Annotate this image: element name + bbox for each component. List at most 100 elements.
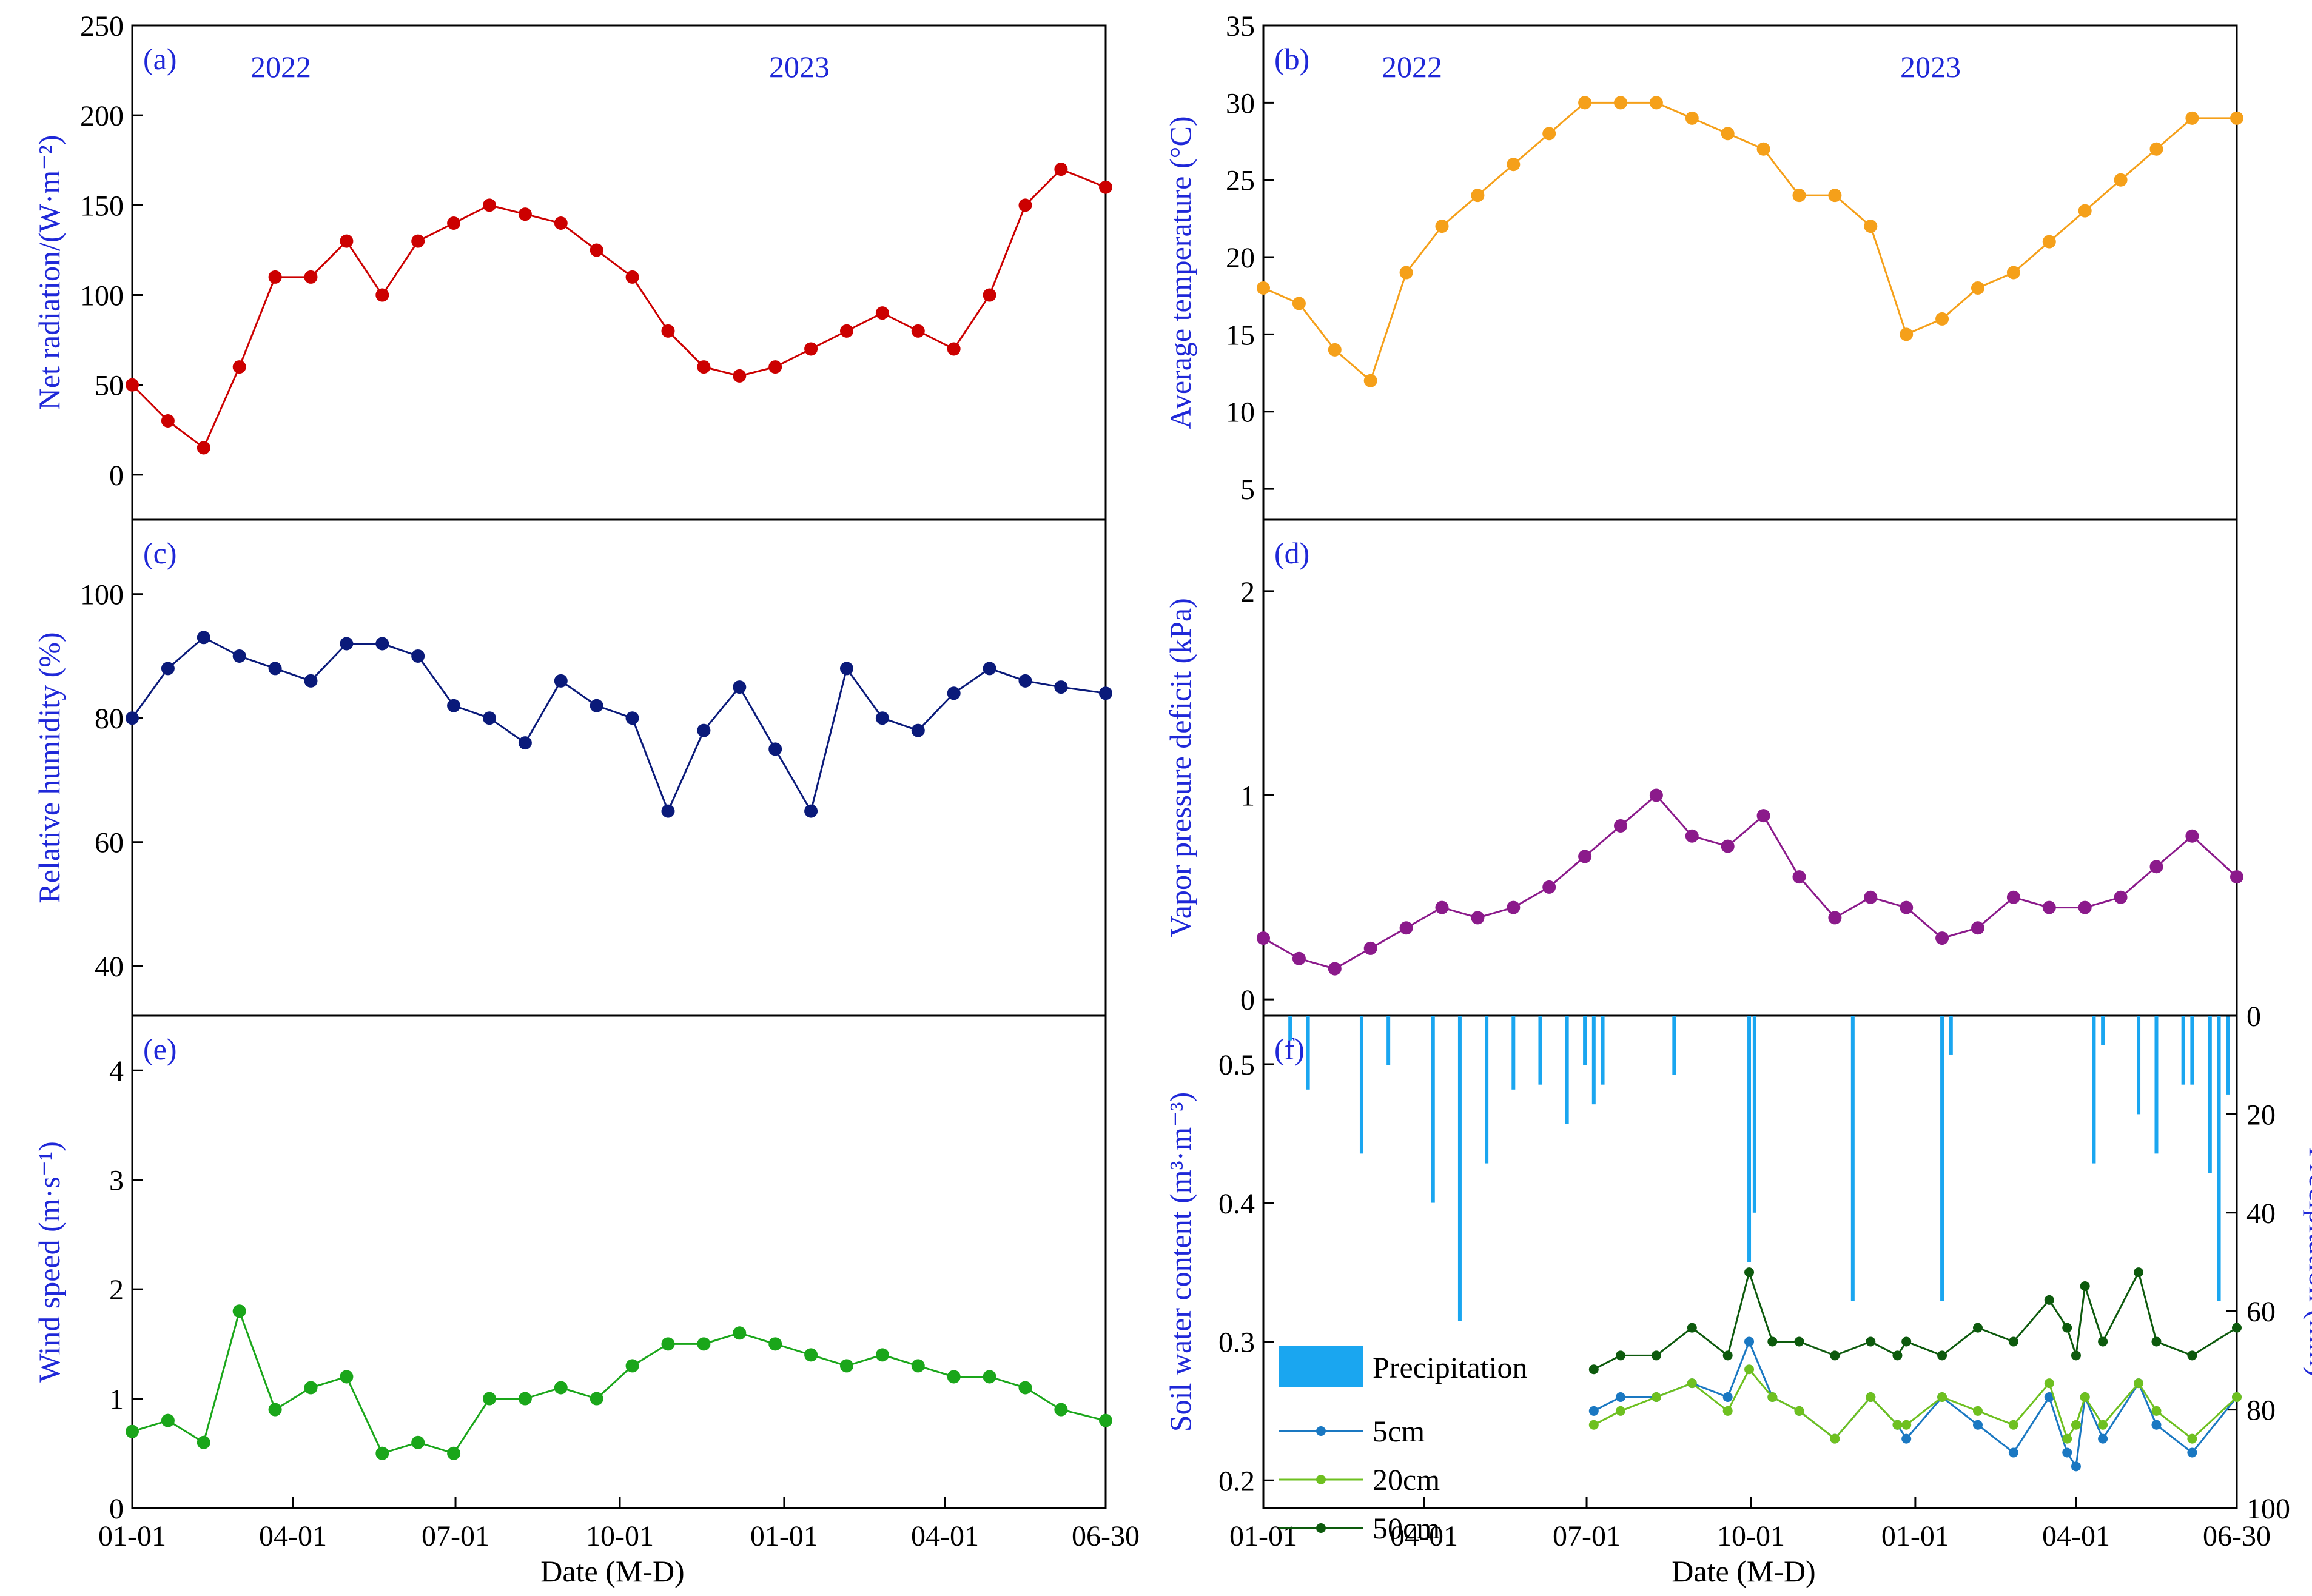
data-point — [2062, 1433, 2072, 1444]
data-point — [1828, 189, 1842, 203]
year-label-2023: 2023 — [769, 50, 830, 84]
data-point — [126, 378, 139, 392]
data-point — [768, 742, 782, 756]
x-axis-label-right: Date (M-D) — [1672, 1554, 1815, 1588]
data-point — [983, 662, 996, 676]
data-point — [411, 1435, 425, 1449]
precipitation-bar — [2092, 1016, 2096, 1164]
data-point — [1054, 680, 1068, 694]
data-point — [2114, 890, 2128, 904]
data-point — [1651, 1392, 1661, 1403]
data-point — [1578, 96, 1592, 110]
y-tick-label: 5 — [1240, 474, 1255, 506]
data-point — [2098, 1420, 2108, 1430]
data-point — [697, 723, 711, 737]
data-point — [839, 662, 853, 676]
data-point — [1257, 281, 1270, 295]
data-point — [947, 1370, 961, 1384]
data-point — [625, 711, 639, 725]
year-label-2022: 2022 — [1382, 50, 1442, 84]
precipitation-bar — [1949, 1016, 1953, 1055]
data-point — [1892, 1420, 1903, 1430]
data-point — [733, 369, 747, 383]
data-point — [2062, 1447, 2072, 1458]
data-point — [1971, 921, 1984, 935]
data-point — [340, 1370, 354, 1384]
data-point — [2230, 111, 2243, 125]
x-tick-label: 01-01 — [98, 1520, 166, 1552]
y-axis-label: Wind speed (m·s⁻¹) — [32, 1141, 66, 1383]
data-point — [411, 234, 425, 248]
data-point — [2185, 829, 2199, 843]
precipitation-bar — [1672, 1016, 1676, 1075]
legend-swatch-precipitation — [1279, 1346, 1363, 1387]
data-point — [625, 1359, 639, 1373]
precipitation-bar — [1306, 1016, 1310, 1090]
data-point — [947, 342, 961, 356]
data-point — [1685, 829, 1699, 843]
data-point — [1744, 1364, 1755, 1375]
data-point — [126, 711, 139, 725]
data-point — [1685, 111, 1699, 125]
y-tick-label: 30 — [1226, 87, 1255, 119]
data-point — [2071, 1420, 2081, 1430]
x-tick-label: 04-01 — [259, 1520, 327, 1552]
data-point — [2149, 142, 2163, 156]
data-point — [2006, 890, 2020, 904]
data-point — [983, 288, 996, 302]
data-point — [554, 1381, 568, 1395]
data-point — [1767, 1392, 1778, 1403]
data-point — [2114, 173, 2128, 187]
precipitation-bar — [1850, 1016, 1855, 1301]
data-point — [733, 1326, 747, 1340]
legend-label: 20cm — [1373, 1463, 1440, 1497]
data-point — [1972, 1420, 1983, 1430]
data-point — [232, 1304, 246, 1318]
legend-marker — [1316, 1475, 1326, 1484]
data-point — [1615, 1406, 1625, 1416]
data-point — [482, 711, 496, 725]
data-point — [2134, 1267, 2144, 1278]
series-line-average-temperature — [1263, 101, 2237, 383]
data-point — [1435, 220, 1449, 233]
data-point — [2134, 1378, 2144, 1389]
precipitation-bar — [1386, 1016, 1391, 1065]
data-point — [1687, 1378, 1697, 1389]
data-point — [1328, 962, 1342, 976]
legend-marker — [1316, 1523, 1326, 1533]
x-tick-label: 04-01 — [1390, 1520, 1458, 1552]
y-tick-label: 20 — [1226, 242, 1255, 274]
data-point — [661, 804, 675, 818]
data-point — [839, 1359, 853, 1373]
data-point — [839, 324, 853, 338]
data-point — [1901, 1433, 1912, 1444]
y-tick-label: 0 — [1240, 984, 1255, 1016]
y-tick-label: 3 — [109, 1165, 124, 1197]
data-point — [1399, 266, 1413, 280]
data-point — [375, 288, 389, 302]
precipitation-bar — [1431, 1016, 1435, 1203]
data-point — [2071, 1461, 2081, 1472]
x-tick-label: 06-30 — [2203, 1520, 2271, 1552]
data-point — [1257, 931, 1270, 945]
panel-label: (c) — [143, 536, 177, 570]
year-label-2023: 2023 — [1900, 50, 1961, 84]
data-point — [1935, 312, 1949, 326]
data-point — [1687, 1323, 1697, 1333]
precipitation-bar — [1359, 1016, 1363, 1154]
y-tick-label: 2 — [109, 1274, 124, 1306]
y-tick-label: 40 — [95, 951, 124, 983]
data-point — [2185, 111, 2199, 125]
precipitation-bar — [1752, 1016, 1756, 1213]
data-point — [911, 1359, 925, 1373]
data-point — [1892, 1350, 1903, 1361]
data-point — [1292, 951, 1306, 965]
data-point — [1756, 142, 1770, 156]
data-point — [875, 1348, 889, 1362]
data-point — [1864, 220, 1878, 233]
data-point — [1542, 880, 1556, 894]
data-point — [1937, 1392, 1947, 1403]
data-point — [1471, 189, 1485, 203]
panel-label: (a) — [143, 42, 177, 76]
data-point — [2232, 1392, 2242, 1403]
